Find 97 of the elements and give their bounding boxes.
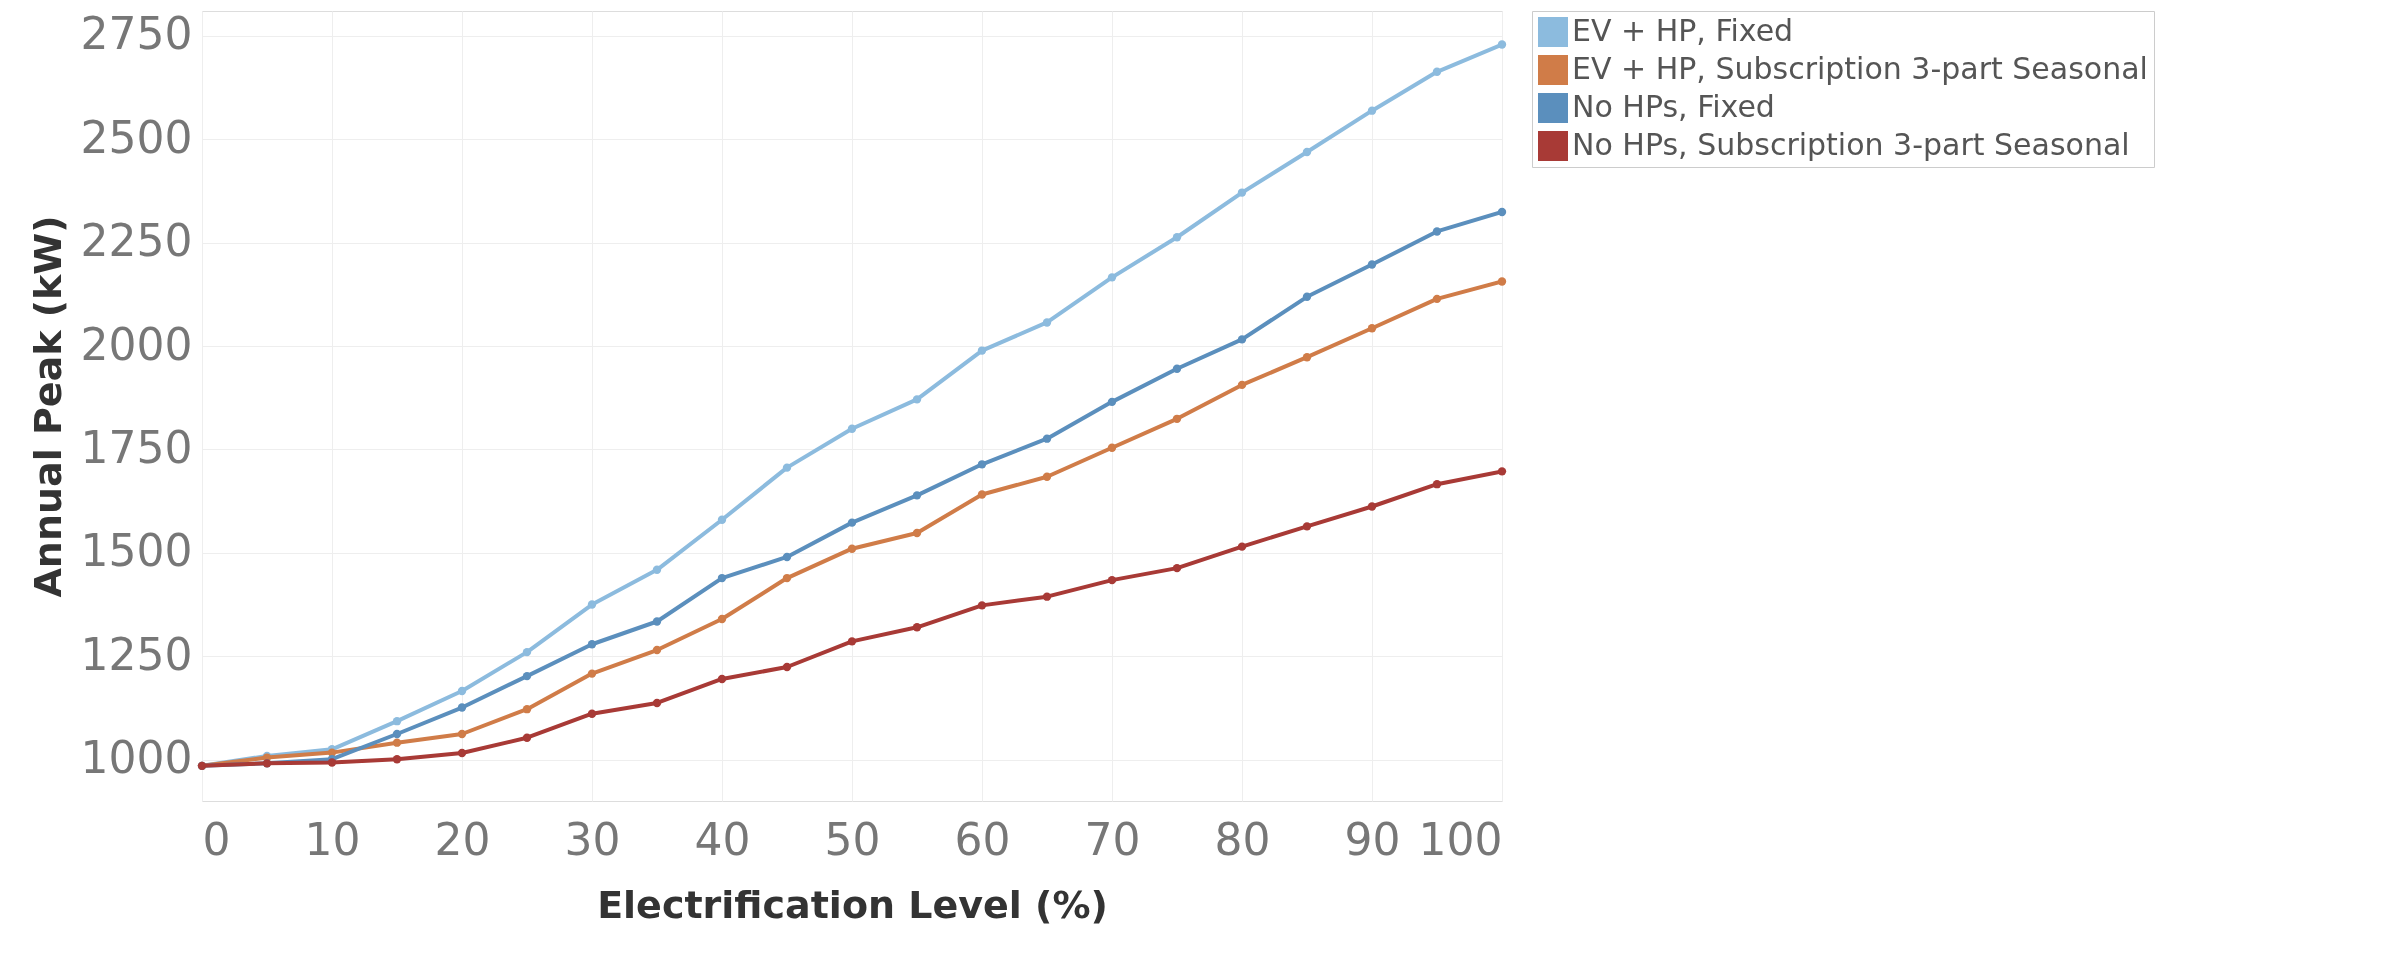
- point: [587, 669, 597, 678]
- legend-label: EV + HP, Fixed: [1572, 13, 1794, 48]
- point: [1042, 472, 1052, 481]
- point: [1432, 294, 1442, 304]
- point: [652, 645, 662, 655]
- point: [1497, 277, 1507, 286]
- point: [522, 647, 532, 657]
- y-tick-label: 2750: [80, 8, 193, 60]
- point: [1237, 380, 1247, 390]
- y-axis-title: Annual Peak (kW): [25, 215, 70, 598]
- point: [587, 600, 597, 609]
- point: [912, 623, 922, 632]
- point: [1237, 542, 1247, 551]
- x-tick-label: 100: [1418, 813, 1503, 865]
- point: [1367, 106, 1377, 115]
- x-tick-label: 70: [1084, 813, 1141, 865]
- point: [1367, 502, 1377, 511]
- point: [587, 640, 597, 649]
- y-tick-label: 1750: [80, 421, 193, 473]
- point: [1302, 292, 1312, 301]
- point: [522, 705, 532, 714]
- point: [717, 674, 727, 684]
- point: [1042, 434, 1052, 443]
- point: [1432, 227, 1442, 236]
- legend-label: No HPs, Fixed: [1572, 89, 1775, 124]
- point: [522, 671, 532, 681]
- point: [1172, 563, 1182, 573]
- point: [717, 573, 727, 583]
- point: [1172, 233, 1182, 242]
- x-axis-title: Electrification Level (%): [597, 882, 1108, 927]
- point: [392, 729, 402, 739]
- point: [392, 738, 402, 747]
- point: [522, 733, 532, 742]
- y-tick-label: 2500: [80, 111, 193, 163]
- point: [1107, 397, 1117, 407]
- point: [652, 565, 662, 574]
- point: [782, 573, 792, 583]
- point: [1302, 147, 1312, 157]
- point: [847, 637, 857, 646]
- point: [847, 518, 857, 527]
- point: [912, 528, 922, 538]
- y-tick-label: 2000: [80, 318, 193, 370]
- x-tick-label: 30: [564, 813, 621, 865]
- point: [652, 698, 662, 708]
- point: [1367, 324, 1377, 333]
- y-tick-label: 2250: [80, 215, 193, 267]
- point: [1432, 480, 1442, 489]
- point: [1107, 443, 1117, 452]
- point: [392, 717, 402, 726]
- point: [1237, 335, 1247, 344]
- point: [977, 490, 987, 499]
- y-tick-label: 1500: [80, 525, 193, 577]
- legend-label: No HPs, Subscription 3-part Seasonal: [1572, 127, 2130, 162]
- y-tick-label: 1000: [80, 732, 193, 784]
- x-tick-label: 0: [202, 813, 231, 865]
- point: [457, 729, 467, 739]
- point: [782, 463, 792, 472]
- point: [1302, 353, 1312, 362]
- point: [977, 601, 987, 610]
- point: [782, 662, 792, 672]
- point: [1107, 575, 1117, 585]
- point: [392, 755, 402, 764]
- point: [1172, 414, 1182, 423]
- point: [912, 395, 922, 404]
- point: [1432, 67, 1442, 76]
- point: [652, 617, 662, 626]
- x-tick-label: 10: [304, 813, 361, 865]
- point: [1497, 207, 1507, 217]
- point: [912, 491, 922, 500]
- point: [1302, 522, 1312, 531]
- point: [1497, 467, 1507, 476]
- y-tick-label: 1250: [80, 628, 193, 680]
- point: [457, 703, 467, 712]
- x-tick-label: 50: [824, 813, 881, 865]
- point: [717, 515, 727, 524]
- point: [1042, 318, 1052, 327]
- x-tick-label: 40: [694, 813, 751, 865]
- point: [977, 346, 987, 355]
- x-tick-label: 60: [954, 813, 1011, 865]
- point: [782, 552, 792, 562]
- point: [587, 709, 597, 718]
- point: [1497, 40, 1507, 49]
- point: [1042, 592, 1052, 601]
- point: [977, 460, 987, 469]
- point: [1367, 260, 1377, 269]
- x-tick-label: 80: [1214, 813, 1271, 865]
- point: [457, 748, 467, 758]
- x-tick-label: 90: [1344, 813, 1401, 865]
- point: [457, 686, 467, 696]
- point: [1172, 364, 1182, 373]
- point: [1237, 188, 1247, 197]
- point: [847, 424, 857, 433]
- point: [847, 544, 857, 553]
- point: [717, 614, 727, 624]
- point: [1107, 273, 1117, 282]
- legend-label: EV + HP, Subscription 3-part Seasonal: [1572, 51, 2148, 86]
- x-tick-label: 20: [434, 813, 491, 865]
